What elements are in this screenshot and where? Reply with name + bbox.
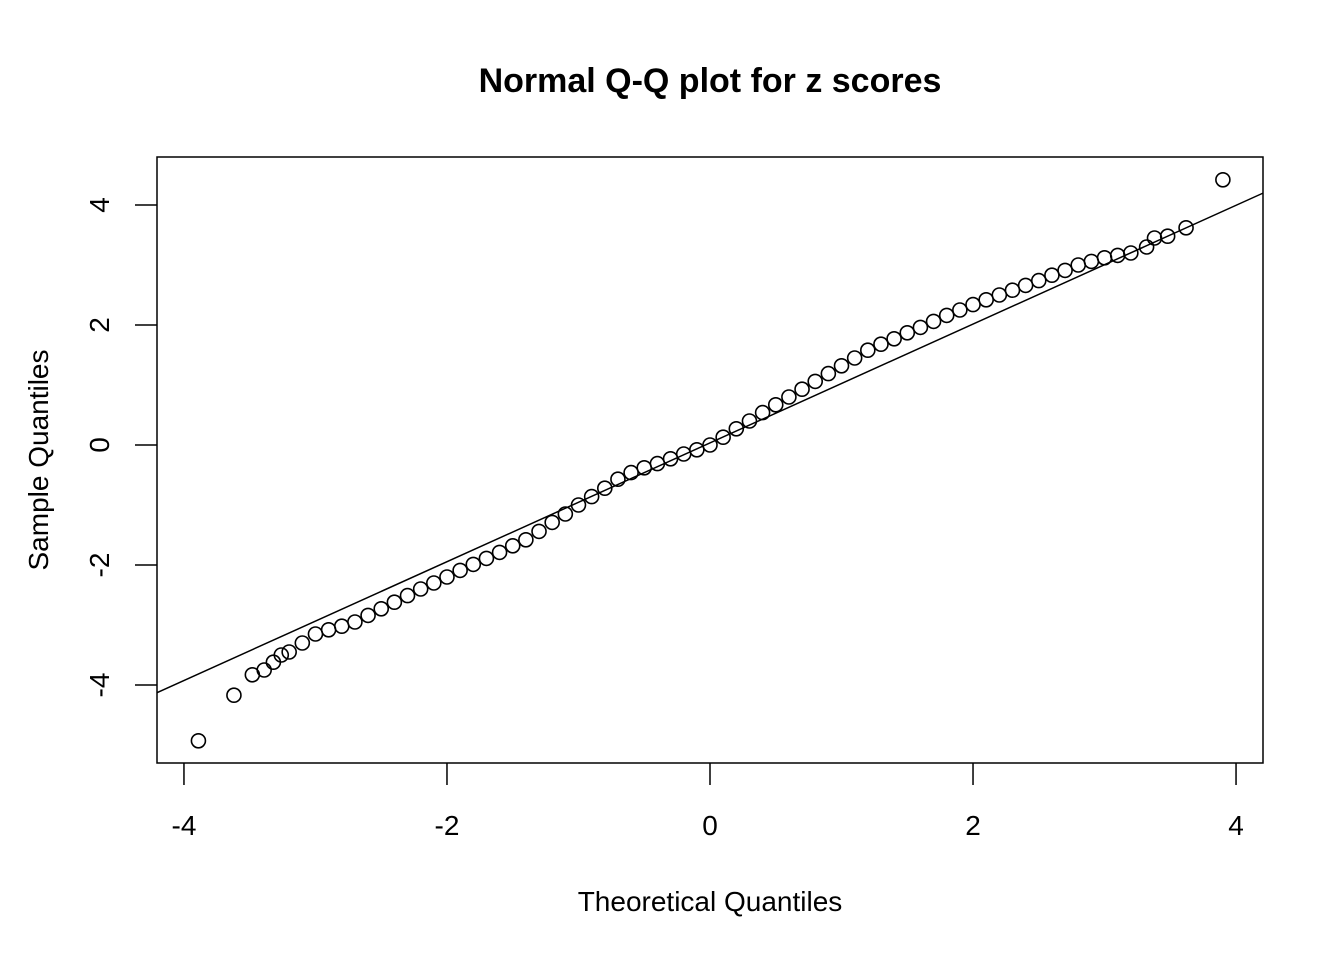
data-point	[952, 302, 968, 318]
data-point	[649, 455, 666, 472]
data-point	[491, 544, 508, 561]
data-point	[846, 350, 863, 366]
data-point	[1138, 239, 1155, 255]
data-point	[912, 319, 929, 336]
data-point	[373, 600, 390, 617]
data-point	[544, 514, 560, 531]
data-point	[452, 562, 468, 579]
data-point	[1123, 245, 1139, 261]
data-point	[925, 313, 942, 330]
data-point	[1057, 262, 1073, 279]
data-point	[518, 531, 534, 548]
data-point	[978, 291, 994, 308]
data-point	[662, 450, 679, 467]
data-point	[1004, 282, 1021, 299]
data-point	[899, 324, 916, 341]
data-point	[767, 396, 784, 413]
data-point	[1109, 247, 1126, 264]
y-tick-label: 0	[84, 437, 115, 453]
data-point	[873, 336, 889, 353]
data-point	[754, 404, 771, 421]
data-point	[583, 488, 600, 505]
data-point	[1178, 220, 1194, 236]
data-point	[273, 647, 290, 663]
data-point	[991, 287, 1008, 303]
data-point	[360, 607, 376, 624]
data-point	[386, 594, 403, 611]
data-point	[412, 581, 429, 597]
chart-title: Normal Q-Q plot for z scores	[479, 62, 942, 100]
y-axis-label: Sample Quantiles	[23, 349, 54, 570]
data-point	[307, 626, 324, 642]
data-point	[689, 441, 705, 458]
data-point	[610, 471, 626, 488]
data-point	[281, 644, 297, 660]
data-point	[623, 464, 639, 481]
data-point	[794, 381, 810, 398]
data-point	[938, 307, 955, 324]
x-tick-label: 0	[702, 810, 718, 841]
data-point	[1070, 257, 1087, 273]
data-point	[886, 330, 902, 347]
y-tick-label: -4	[84, 673, 115, 698]
data-point	[439, 569, 455, 585]
data-point	[557, 506, 574, 522]
data-point	[965, 296, 981, 313]
data-point	[333, 618, 350, 635]
data-point	[741, 413, 758, 429]
x-axis-label: Theoretical Quantiles	[578, 886, 843, 917]
data-point	[190, 732, 207, 749]
data-point	[833, 357, 850, 374]
data-point	[256, 662, 272, 678]
y-axis: -4 -2 0 2 4	[84, 197, 157, 697]
data-point	[504, 537, 521, 554]
y-tick-label: 2	[84, 317, 115, 333]
plot-frame	[156, 156, 1264, 764]
x-tick-label: -4	[172, 810, 197, 841]
data-point	[1044, 267, 1060, 284]
y-tick-label: 4	[84, 197, 115, 213]
data-point	[728, 420, 745, 437]
data-point	[426, 575, 442, 591]
data-point	[1030, 272, 1047, 289]
data-point	[531, 523, 547, 540]
data-point	[715, 429, 731, 446]
data-point	[320, 621, 337, 638]
x-tick-label: 2	[965, 810, 981, 841]
data-point	[1159, 228, 1176, 244]
data-point	[596, 480, 613, 497]
data-point	[226, 687, 242, 704]
data-point	[478, 550, 495, 567]
x-axis: -4 -2 0 2 4	[172, 763, 1244, 841]
x-tick-label: 4	[1228, 810, 1244, 841]
data-point	[820, 365, 837, 382]
data-point	[294, 635, 311, 651]
data-point	[1083, 253, 1100, 270]
data-point	[781, 389, 797, 405]
data-point	[807, 373, 824, 390]
data-point	[347, 614, 363, 630]
x-tick-label: -2	[435, 810, 460, 841]
data-point	[1017, 277, 1034, 294]
data-point	[702, 437, 718, 453]
data-point	[465, 556, 482, 573]
data-point	[860, 342, 876, 359]
data-point	[1215, 172, 1231, 188]
data-point	[570, 497, 587, 513]
data-point	[399, 587, 416, 604]
y-tick-label: -2	[84, 553, 115, 578]
qq-reference-line	[156, 192, 1264, 694]
data-point	[1096, 249, 1113, 266]
